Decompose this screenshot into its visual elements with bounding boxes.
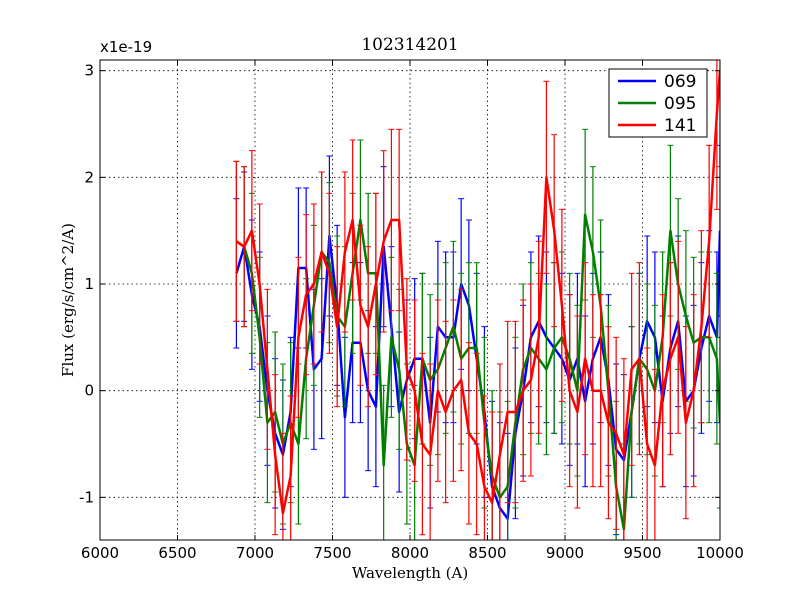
y-tick-label: -1 <box>79 488 94 506</box>
y-tick-label: 3 <box>84 62 94 80</box>
legend-label-095: 095 <box>664 94 696 114</box>
x-tick-label: 9000 <box>546 544 584 562</box>
x-tick-label: 8000 <box>391 544 429 562</box>
legend-label-141: 141 <box>664 116 696 136</box>
x-axis-label: Wavelength (A) <box>352 564 468 582</box>
x-tick-label: 7500 <box>313 544 351 562</box>
x-tick-label: 6500 <box>158 544 196 562</box>
x-tick-label: 7000 <box>236 544 274 562</box>
plot-area <box>233 60 720 540</box>
y-axis-label: Flux (erg/s/cm^2/A) <box>59 223 77 377</box>
x-tick-label: 8500 <box>468 544 506 562</box>
x-tick-label: 9500 <box>623 544 661 562</box>
series-line-141 <box>235 70 720 515</box>
legend: 069 095 141 <box>608 68 708 138</box>
y-axis-multiplier: x1e-19 <box>100 38 152 56</box>
axis-ticks: 6000 6500 7000 7500 8000 8500 9000 9500 10000 -1 0… <box>79 60 744 562</box>
y-tick-label: 0 <box>84 382 94 400</box>
series-141 <box>233 60 720 540</box>
series-line-095 <box>235 213 720 531</box>
y-tick-label: 1 <box>84 275 94 293</box>
legend-label-069: 069 <box>664 72 696 92</box>
y-tick-label: 2 <box>84 168 94 186</box>
chart-title: 102314201 <box>361 35 458 55</box>
x-tick-label: 10000 <box>696 544 744 562</box>
x-tick-label: 6000 <box>81 544 119 562</box>
